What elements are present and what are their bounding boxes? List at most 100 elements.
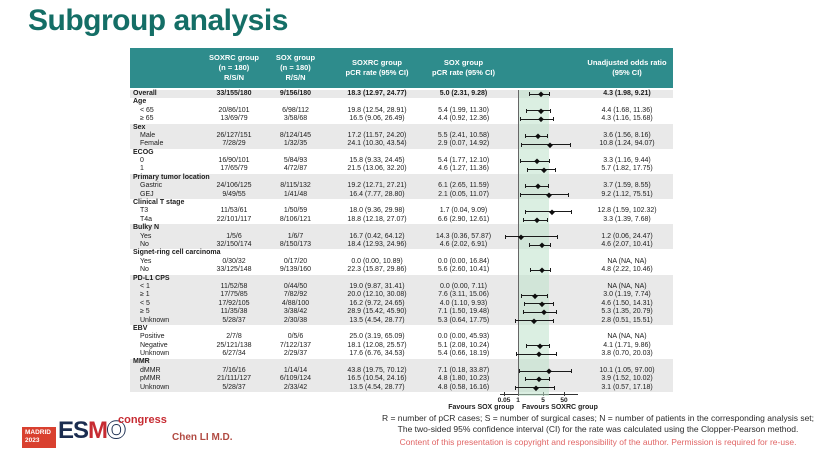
odds-ratio-value: 10.1 (1.05, 97.00) — [599, 366, 655, 374]
soxrc-pcr-value: 28.9 (15.42, 45.90) — [347, 308, 407, 316]
sox-rsn-value: 9/139/160 — [279, 266, 312, 274]
soxrc-pcr-value: 18.3 (12.97, 24.77) — [347, 89, 407, 97]
sox-pcr-value: 5.0 (2.31, 9.28) — [439, 89, 488, 97]
sox-rsn-value: 1/6/7 — [287, 232, 304, 240]
odds-ratio-value: 4.6 (2.07, 10.41) — [601, 240, 653, 248]
table-row: Overall 33/155/180 9/156/180 18.3 (12.97… — [130, 89, 673, 99]
header-soxrc-pcr: SOXRC group pCR rate (95% CI) — [345, 58, 409, 77]
table-row: 1 17/65/79 4/72/87 21.5 (13.06, 32.20) 4… — [130, 165, 673, 174]
odds-ratio-value: 3.7 (1.59, 8.55) — [603, 182, 651, 190]
table-row: Yes 1/5/6 1/6/7 16.7 (0.42, 64.12) 14.3 … — [130, 232, 673, 242]
group-label: Primary tumor location — [133, 173, 210, 181]
row-label: ≥ 1 — [140, 291, 150, 299]
row-label: Overall — [133, 89, 157, 97]
soxrc-rsn-value: 33/125/148 — [216, 266, 252, 274]
soxrc-rsn-value: 21/111/127 — [217, 375, 251, 383]
sox-pcr-value: 5.1 (2.08, 10.24) — [437, 341, 490, 349]
odds-ratio-value: 3.1 (0.57, 17.18) — [601, 383, 653, 391]
soxrc-rsn-value: 2/7/8 — [226, 333, 242, 341]
esmo-congress-logo: MADRID 2023 ESMO congress — [22, 414, 172, 454]
odds-ratio-value: 5.3 (1.35, 20.79) — [601, 308, 653, 316]
sox-pcr-value: 7.6 (3.11, 15.06) — [438, 291, 489, 299]
group-label: EBV — [133, 324, 148, 332]
odds-ratio-value: NA (NA, NA) — [607, 282, 647, 290]
soxrc-rsn-value: 9/49/55 — [222, 190, 246, 198]
row-label: < 65 — [140, 106, 154, 114]
group-label: Age — [133, 98, 147, 106]
sox-pcr-value: 4.4 (0.92, 12.36) — [437, 115, 490, 123]
sox-pcr-value: 1.7 (0.04, 9.09) — [439, 207, 488, 215]
table-row: ≥ 5 11/35/38 3/38/42 28.9 (15.42, 45.90)… — [130, 308, 673, 317]
odds-ratio-value: 4.6 (1.50, 14.31) — [601, 299, 653, 307]
row-label: No — [140, 240, 149, 248]
sox-pcr-value: 5.6 (2.60, 10.41) — [437, 266, 490, 274]
soxrc-rsn-value: 6/27/34 — [222, 350, 246, 358]
sox-pcr-value: 6.6 (2.90, 12.61) — [437, 215, 490, 223]
soxrc-rsn-value: 0/30/32 — [222, 257, 246, 265]
soxrc-rsn-value: 32/150/174 — [216, 240, 252, 248]
soxrc-pcr-value: 13.5 (4.54, 28.77) — [349, 383, 405, 391]
row-label: ≥ 5 — [140, 308, 150, 316]
soxrc-pcr-value: 20.0 (12.10, 30.08) — [347, 291, 407, 299]
odds-ratio-value: 3.3 (1.16, 9.44) — [603, 157, 651, 165]
odds-ratio-value: 2.8 (0.51, 15.51) — [601, 316, 653, 324]
soxrc-pcr-value: 18.1 (12.08, 25.57) — [347, 341, 407, 349]
soxrc-pcr-value: 19.8 (12.54, 28.91) — [347, 106, 407, 114]
table-row: pMMR 21/111/127 6/109/124 16.5 (10.54, 2… — [130, 375, 673, 384]
row-label: 0 — [140, 157, 144, 165]
table-row: Unknown 6/27/34 2/29/37 17.6 (6.76, 34.5… — [130, 350, 673, 358]
row-label: T4a — [140, 215, 153, 223]
sox-pcr-value: 4.8 (0.58, 16.16) — [437, 383, 490, 391]
soxrc-pcr-value: 16.5 (9.06, 26.49) — [349, 115, 405, 123]
sox-pcr-value: 4.8 (1.80, 10.23) — [437, 375, 490, 383]
odds-ratio-value: 12.8 (1.59, 102.32) — [597, 207, 657, 215]
row-label: T3 — [140, 207, 149, 215]
sox-rsn-value: 1/50/59 — [283, 207, 308, 215]
odds-ratio-value: 3.6 (1.56, 8.16) — [603, 131, 651, 139]
sox-rsn-value: 3/38/42 — [283, 308, 308, 316]
row-label: 1 — [140, 165, 144, 173]
soxrc-pcr-value: 25.0 (3.19, 65.09) — [349, 333, 405, 341]
group-header-row: Bulky N — [130, 224, 673, 233]
page-title: Subgroup analysis — [28, 4, 288, 37]
sox-rsn-value: 2/29/37 — [283, 350, 308, 358]
table-row: Negative 25/121/138 7/122/137 18.1 (12.0… — [130, 342, 673, 350]
table-row: Female 7/28/29 1/32/35 24.1 (10.30, 43.5… — [130, 140, 673, 149]
header-soxrc-rsn: SOXRC group (n = 180) R/S/N — [209, 53, 259, 82]
logo-year: 2023 — [25, 437, 40, 445]
soxrc-rsn-value: 11/52/58 — [220, 282, 248, 290]
soxrc-pcr-value: 16.5 (10.54, 24.16) — [347, 375, 407, 383]
odds-ratio-value: 3.8 (0.70, 20.03) — [601, 350, 653, 358]
forest-reference-line — [518, 90, 519, 396]
sox-rsn-value: 4/88/100 — [281, 299, 310, 307]
row-label: No — [140, 266, 149, 274]
soxrc-pcr-value: 43.8 (19.75, 70.12) — [347, 366, 407, 374]
group-header-row: Clinical T stage — [130, 199, 673, 207]
sox-pcr-value: 5.4 (1.77, 12.10) — [437, 157, 490, 165]
row-label: Positive — [140, 333, 165, 341]
sox-rsn-value: 8/115/132 — [280, 182, 311, 190]
group-header-row: PD-L1 CPS — [130, 275, 673, 283]
soxrc-pcr-value: 18.4 (12.93, 24.96) — [347, 240, 407, 248]
sox-rsn-value: 9/156/180 — [279, 89, 312, 97]
madrid-2023-badge: MADRID 2023 — [22, 427, 56, 448]
group-label: Clinical T stage — [133, 199, 185, 207]
soxrc-pcr-value: 16.4 (7.77, 28.80) — [349, 190, 405, 198]
group-header-row: MMR — [130, 358, 673, 367]
odds-ratio-value: NA (NA, NA) — [607, 333, 647, 341]
sox-pcr-value: 5.3 (0.64, 17.75) — [437, 316, 490, 324]
header-sox-pcr: SOX group pCR rate (95% CI) — [432, 58, 495, 77]
row-label: Male — [140, 131, 156, 139]
odds-ratio-value: 4.4 (1.68, 11.36) — [601, 106, 653, 114]
odds-ratio-value: NA (NA, NA) — [607, 257, 647, 265]
table-row: Positive 2/7/8 0/5/6 25.0 (3.19, 65.09) … — [130, 333, 673, 341]
table-row: dMMR 7/16/16 1/14/14 43.8 (19.75, 70.12)… — [130, 366, 673, 376]
header-odds-ratio: Unadjusted odds ratio (95% CI) — [587, 58, 667, 77]
soxrc-rsn-value: 7/16/16 — [222, 366, 246, 374]
congress-label: congress — [118, 414, 167, 426]
sox-rsn-value: 1/32/35 — [283, 140, 308, 148]
soxrc-pcr-value: 16.2 (9.72, 24.65) — [349, 299, 405, 307]
table-row: GEJ 9/49/55 1/41/48 16.4 (7.77, 28.80) 2… — [130, 190, 673, 200]
sox-rsn-value: 8/106/121 — [279, 215, 312, 223]
row-label: Female — [140, 140, 164, 148]
